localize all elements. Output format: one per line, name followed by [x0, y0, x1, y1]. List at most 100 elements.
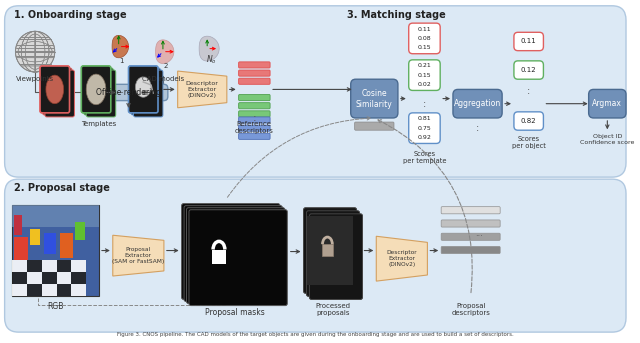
FancyBboxPatch shape: [239, 111, 270, 117]
FancyBboxPatch shape: [189, 210, 287, 306]
FancyBboxPatch shape: [42, 68, 72, 115]
Text: 2: 2: [164, 63, 168, 69]
FancyBboxPatch shape: [239, 62, 270, 68]
Text: 3. Matching stage: 3. Matching stage: [347, 10, 445, 20]
FancyBboxPatch shape: [409, 60, 440, 91]
Text: 2. Proposal stage: 2. Proposal stage: [15, 183, 110, 193]
Text: :: :: [253, 113, 256, 123]
Bar: [72, 260, 86, 272]
Text: 1. Onboarding stage: 1. Onboarding stage: [15, 10, 127, 20]
Text: Reference
descriptors: Reference descriptors: [235, 121, 274, 134]
Text: ...: ...: [142, 68, 154, 81]
Text: CAD models: CAD models: [142, 76, 184, 82]
Text: 0.11: 0.11: [418, 27, 431, 32]
FancyBboxPatch shape: [355, 122, 394, 130]
FancyBboxPatch shape: [441, 220, 500, 227]
FancyBboxPatch shape: [309, 214, 362, 299]
Polygon shape: [199, 36, 220, 61]
FancyBboxPatch shape: [239, 70, 270, 76]
Text: 0.75: 0.75: [417, 126, 431, 131]
Bar: [72, 272, 86, 284]
FancyBboxPatch shape: [589, 90, 626, 118]
Ellipse shape: [86, 74, 106, 105]
Bar: [42, 260, 57, 272]
FancyBboxPatch shape: [409, 23, 440, 54]
Bar: [13, 260, 28, 272]
Bar: [13, 284, 28, 296]
Bar: [28, 272, 42, 284]
Text: Proposal
Extractor
(SAM or FastSAM): Proposal Extractor (SAM or FastSAM): [112, 247, 164, 264]
Bar: [15, 215, 22, 235]
Bar: [44, 233, 56, 253]
Text: $N_o$: $N_o$: [205, 54, 216, 67]
FancyBboxPatch shape: [441, 233, 500, 240]
Text: 0.15: 0.15: [418, 45, 431, 50]
Bar: [212, 249, 226, 264]
Bar: [13, 272, 28, 284]
Bar: [42, 272, 57, 284]
FancyBboxPatch shape: [133, 70, 163, 117]
FancyBboxPatch shape: [239, 133, 270, 139]
FancyBboxPatch shape: [514, 32, 543, 51]
FancyBboxPatch shape: [303, 208, 356, 293]
Text: 0.12: 0.12: [521, 67, 536, 73]
FancyBboxPatch shape: [131, 68, 161, 115]
FancyBboxPatch shape: [40, 66, 70, 113]
Bar: [76, 222, 85, 240]
Bar: [57, 260, 72, 272]
Text: :: :: [527, 86, 531, 96]
Text: Aggregation: Aggregation: [454, 99, 501, 108]
Text: 0.11: 0.11: [521, 38, 536, 45]
Bar: [60, 233, 74, 258]
Text: Scores
per template: Scores per template: [403, 151, 446, 164]
FancyBboxPatch shape: [129, 66, 158, 113]
Text: :: :: [476, 123, 479, 133]
FancyBboxPatch shape: [441, 207, 500, 214]
FancyBboxPatch shape: [307, 211, 360, 296]
FancyBboxPatch shape: [239, 78, 270, 84]
Ellipse shape: [46, 75, 63, 104]
Text: Proposal masks: Proposal masks: [205, 308, 264, 317]
Text: 1: 1: [120, 58, 124, 64]
Text: Object ID
Confidence score: Object ID Confidence score: [580, 134, 634, 145]
Text: Viewpoints: Viewpoints: [16, 76, 54, 82]
FancyBboxPatch shape: [184, 206, 282, 301]
Text: :: :: [423, 99, 426, 109]
Text: Descriptor
Extractor
(DINOv2): Descriptor Extractor (DINOv2): [387, 250, 417, 268]
FancyBboxPatch shape: [186, 208, 285, 304]
FancyBboxPatch shape: [514, 61, 543, 79]
Bar: [321, 244, 333, 257]
FancyBboxPatch shape: [239, 103, 270, 109]
FancyBboxPatch shape: [409, 113, 440, 143]
FancyBboxPatch shape: [4, 179, 626, 332]
Bar: [13, 205, 99, 227]
FancyBboxPatch shape: [514, 112, 543, 130]
Polygon shape: [156, 40, 174, 63]
Bar: [57, 272, 72, 284]
FancyBboxPatch shape: [45, 70, 74, 117]
FancyBboxPatch shape: [453, 90, 502, 118]
Circle shape: [15, 31, 55, 72]
Polygon shape: [178, 71, 227, 108]
Text: RGB: RGB: [47, 301, 64, 310]
Text: 0.92: 0.92: [417, 135, 431, 140]
Bar: [30, 229, 40, 246]
Text: Figure 3. CNOS pipeline. The CAD models of the target objects are given during t: Figure 3. CNOS pipeline. The CAD models …: [117, 332, 514, 337]
Bar: [72, 284, 86, 296]
Text: 0.21: 0.21: [417, 63, 431, 69]
Polygon shape: [376, 236, 428, 281]
Text: Cosine
Similarity: Cosine Similarity: [356, 88, 393, 109]
Bar: [57, 284, 72, 296]
FancyBboxPatch shape: [129, 66, 158, 113]
FancyBboxPatch shape: [441, 247, 500, 253]
Ellipse shape: [136, 77, 151, 97]
FancyBboxPatch shape: [84, 68, 113, 115]
Text: Templates: Templates: [81, 121, 116, 127]
Text: 0.81: 0.81: [418, 117, 431, 121]
Text: Offline rendering: Offline rendering: [96, 88, 161, 97]
Text: ...: ...: [476, 229, 483, 238]
Polygon shape: [112, 35, 129, 58]
Text: Scores
per object: Scores per object: [512, 136, 546, 149]
FancyBboxPatch shape: [40, 66, 70, 113]
Text: 0.82: 0.82: [521, 118, 536, 124]
